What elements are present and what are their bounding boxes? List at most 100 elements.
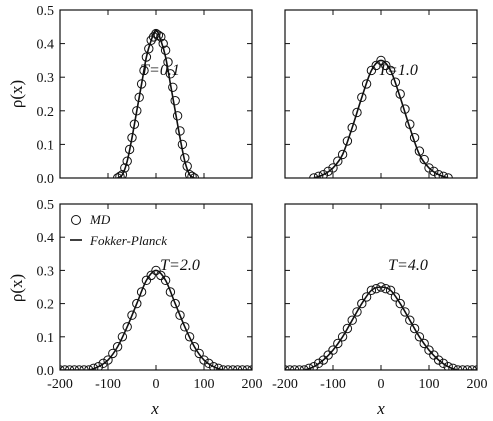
md-point: [443, 173, 453, 178]
fokker-planck-line: [285, 286, 477, 370]
md-point: [98, 358, 108, 369]
md-point: [184, 332, 195, 342]
md-point: [120, 163, 130, 173]
md-point: [371, 283, 381, 294]
x-tick-label: 0: [378, 377, 385, 392]
md-point: [357, 298, 367, 309]
y-axis-title-top: ρ(x): [7, 80, 26, 108]
md-point: [170, 298, 180, 309]
md-point: [405, 315, 415, 325]
fokker-planck-line: [60, 269, 252, 370]
md-point: [352, 307, 362, 317]
md-point: [146, 35, 156, 45]
md-point: [115, 171, 125, 178]
md-point: [93, 361, 104, 370]
x-tick-label: -200: [272, 377, 298, 392]
fokker-planck-line: [117, 29, 195, 178]
x-tick-label: -200: [47, 377, 73, 392]
panel-1: 0.0 0.1 0.2 0.3 0.4 0.5 T=0.1: [37, 4, 253, 187]
md-point: [170, 96, 180, 106]
panel-frame: [284, 9, 478, 179]
md-point: [361, 292, 372, 302]
md-point: [184, 169, 195, 178]
md-point: [153, 30, 164, 40]
y-tick-label: 0.0: [37, 364, 55, 379]
md-point: [172, 111, 183, 121]
md-point: [419, 154, 429, 165]
md-point: [122, 156, 132, 166]
md-point: [361, 79, 372, 89]
panel-2: T=1.0: [284, 9, 478, 179]
panel-label: T=0.1: [140, 62, 180, 79]
md-point: [366, 65, 377, 76]
md-point: [333, 338, 343, 349]
x-tick-label: 100: [419, 377, 440, 392]
md-point: [304, 363, 314, 370]
md-point: [141, 52, 152, 62]
md-point: [88, 363, 99, 370]
md-point: [165, 69, 176, 79]
panels-group: 0.0 0.1 0.2 0.3 0.4 0.5 T=0.1 T=1.0 0.0 0.1 0.2 0.3…: [37, 4, 488, 392]
md-point: [333, 156, 343, 166]
md-point: [199, 355, 209, 365]
md-point: [419, 338, 429, 349]
md-point: [323, 166, 333, 176]
plot-area: [112, 28, 200, 178]
md-point: [328, 163, 338, 173]
y-tick-label: 0.1: [37, 331, 55, 346]
md-point: [122, 322, 132, 332]
md-point: [381, 60, 391, 71]
md-point: [112, 173, 123, 178]
md-point: [424, 345, 434, 355]
md-point: [117, 169, 128, 178]
md-point: [385, 65, 396, 76]
md-point: [429, 166, 439, 176]
md-point: [117, 332, 128, 342]
x-tick-label: 0: [153, 377, 160, 392]
md-point: [208, 361, 219, 370]
md-point: [385, 285, 396, 296]
panel-label: T=4.0: [388, 257, 428, 274]
md-point: [175, 310, 185, 320]
md-point: [165, 287, 176, 297]
md-point: [390, 292, 401, 302]
md-point: [313, 171, 324, 178]
md-point: [180, 322, 190, 332]
md-point: [366, 285, 377, 296]
md-point: [337, 332, 348, 342]
x-axis-title-left: x: [150, 399, 159, 418]
y-tick-label: 0.5: [37, 198, 55, 213]
md-point: [400, 307, 410, 317]
md-point: [194, 348, 204, 359]
md-point: [433, 169, 444, 178]
md-point: [204, 358, 214, 369]
x-tick-label: 100: [194, 377, 215, 392]
y-tick-label: 0.2: [37, 105, 55, 120]
x-tick-label: 200: [242, 377, 263, 392]
md-point: [151, 265, 161, 276]
panel-3: 0.0 0.1 0.2 0.3 0.4 0.5 -200 -100 0 100 200 T=2.0 MD…: [37, 198, 263, 392]
x-axis-title-right: x: [376, 399, 385, 418]
md-point: [337, 149, 348, 160]
md-point: [108, 348, 118, 359]
y-tick-label: 0.1: [37, 138, 55, 153]
x-tick-label: -100: [95, 377, 121, 392]
md-point: [189, 173, 200, 178]
y-tick-label: 0.2: [37, 298, 55, 313]
md-point: [112, 342, 123, 352]
md-point: [168, 82, 178, 92]
y-tick-label: 0.4: [37, 231, 55, 246]
panel-label: T=2.0: [160, 257, 200, 274]
plot-area: [60, 265, 252, 370]
legend-md-marker: [71, 215, 81, 225]
y-axis-title-bottom: ρ(x): [7, 274, 26, 302]
md-point: [433, 355, 444, 365]
md-point: [448, 363, 458, 370]
md-point: [318, 355, 329, 365]
panel-frame: [59, 9, 253, 179]
panel-label: T=1.0: [378, 62, 418, 79]
md-point: [213, 363, 224, 370]
md-point: [323, 350, 333, 360]
md-point: [151, 28, 161, 39]
